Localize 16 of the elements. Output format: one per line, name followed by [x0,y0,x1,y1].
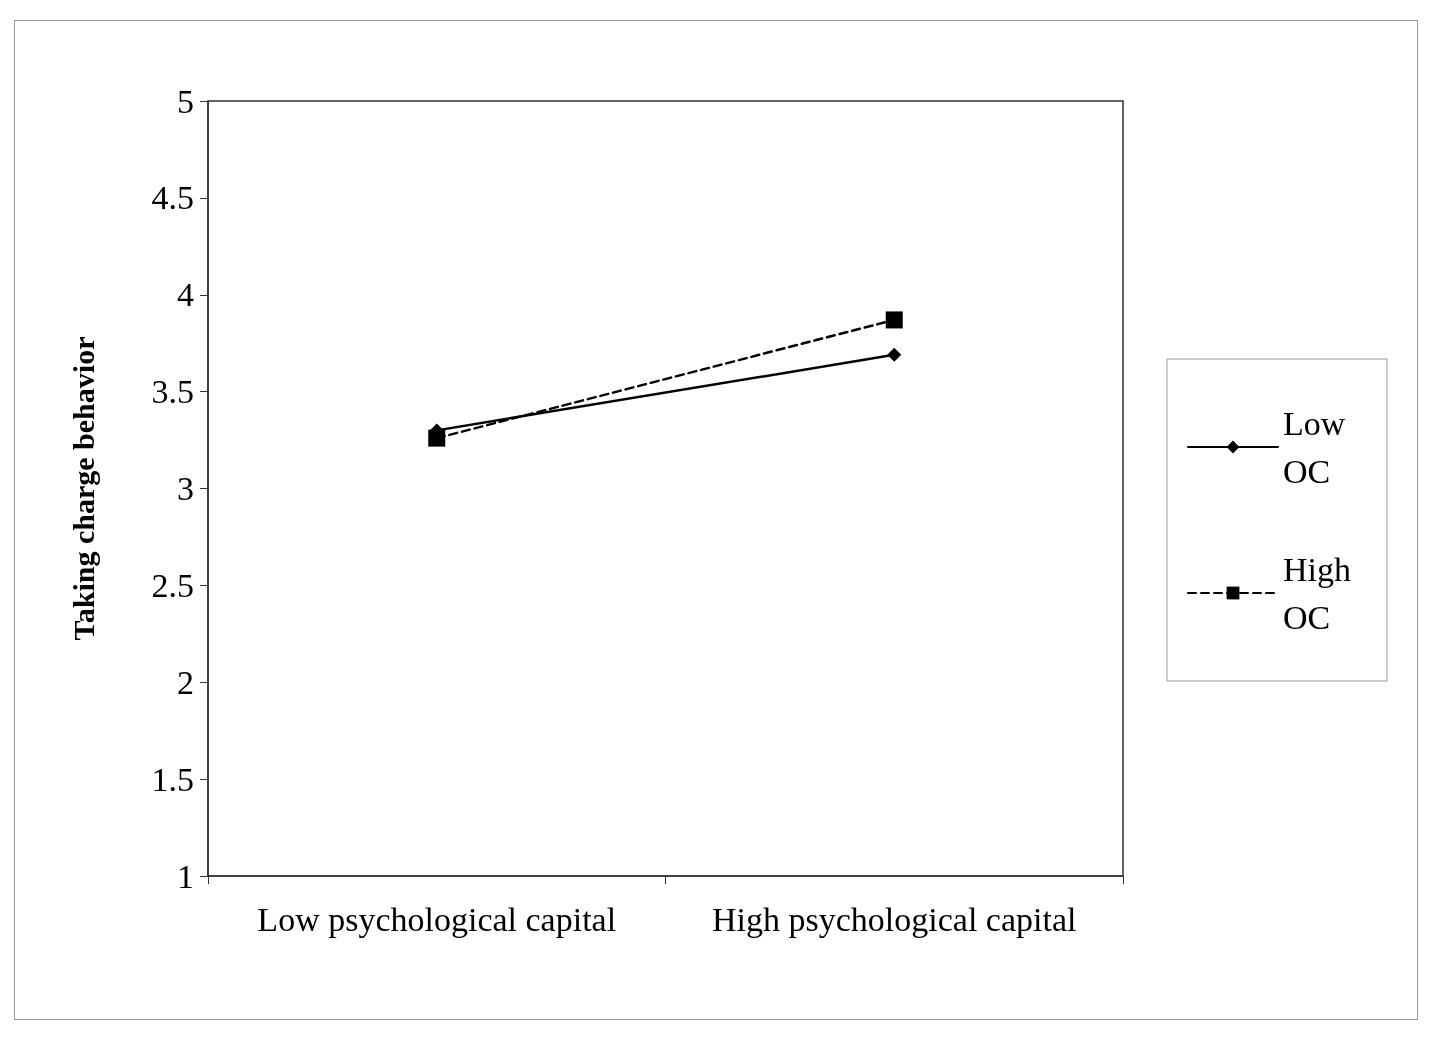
legend-label: High OC [1283,550,1360,636]
y-tick-label: 3 [177,470,194,507]
y-tick-label: 4 [177,276,194,314]
y-tick-label: 1 [177,857,194,895]
legend-label: Low OC [1283,404,1354,490]
point [885,311,903,329]
point [887,347,902,362]
x-tick-label: High psychological capital [712,900,1077,938]
y-tick-label: 4.5 [151,179,194,217]
y-axis-title: Taking charge behavior [66,336,100,641]
y-tick-label: 2 [177,663,194,701]
y-tick-label: 3.5 [151,373,194,411]
y-tick-label: 1.5 [151,760,194,798]
x-tick-label: Low psychological capital [257,900,617,938]
y-tick-label: 2.5 [151,566,194,604]
y-tick-label: 5 [177,82,194,120]
